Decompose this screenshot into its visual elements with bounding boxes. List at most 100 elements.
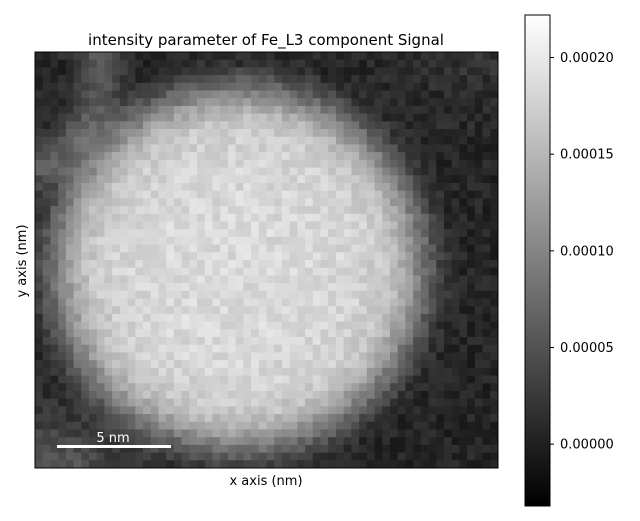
heatmap-cell — [58, 406, 67, 415]
heatmap-cell — [173, 460, 182, 469]
heatmap-cell — [220, 190, 229, 199]
heatmap-cell — [89, 236, 98, 245]
heatmap-cell — [459, 329, 468, 338]
heatmap-cell — [343, 283, 352, 292]
heatmap-cell — [351, 82, 360, 91]
heatmap-cell — [405, 444, 414, 453]
heatmap-cell — [135, 429, 144, 438]
heatmap-cell — [289, 452, 298, 461]
heatmap-cell — [73, 159, 82, 168]
heatmap-cell — [343, 136, 352, 145]
heatmap-cell — [65, 113, 74, 122]
heatmap-cell — [382, 367, 391, 376]
heatmap-cell — [343, 367, 352, 376]
heatmap-cell — [243, 275, 252, 284]
heatmap-cell — [351, 360, 360, 369]
heatmap-cell — [397, 105, 406, 114]
heatmap-cell — [181, 260, 190, 269]
heatmap-cell — [305, 429, 314, 438]
heatmap-cell — [181, 152, 190, 161]
heatmap-cell — [42, 390, 51, 400]
heatmap-cell — [112, 298, 121, 307]
heatmap-cell — [405, 460, 414, 469]
heatmap-cell — [266, 90, 275, 99]
heatmap-cell — [251, 167, 260, 176]
heatmap-cell — [243, 52, 252, 61]
heatmap-cell — [150, 105, 159, 114]
heatmap-cell — [96, 290, 105, 299]
heatmap-cell — [467, 298, 476, 307]
heatmap-cell — [158, 229, 167, 238]
heatmap-cell — [119, 113, 128, 122]
heatmap-cell — [397, 236, 406, 245]
heatmap-cell — [320, 82, 329, 91]
heatmap-cell — [405, 98, 414, 107]
heatmap-cell — [212, 121, 221, 130]
heatmap-cell — [428, 129, 437, 138]
heatmap-cell — [212, 105, 221, 114]
heatmap-cell — [166, 152, 175, 161]
heatmap-cell — [235, 82, 244, 91]
heatmap-cell — [328, 390, 337, 400]
heatmap-cell — [96, 90, 105, 99]
heatmap-cell — [119, 344, 128, 353]
heatmap-cell — [119, 421, 128, 430]
heatmap-cell — [227, 75, 236, 84]
heatmap-cell — [351, 437, 360, 446]
heatmap-cell — [281, 136, 290, 145]
heatmap-cell — [451, 290, 460, 299]
heatmap-cell — [35, 460, 44, 469]
heatmap-cell — [81, 167, 90, 176]
heatmap-cell — [212, 159, 221, 168]
heatmap-cell — [420, 175, 429, 184]
heatmap-cell — [204, 306, 213, 315]
heatmap-cell — [320, 260, 329, 269]
heatmap-cell — [351, 144, 360, 153]
heatmap-cell — [235, 129, 244, 138]
heatmap-cell — [65, 260, 74, 269]
heatmap-cell — [135, 306, 144, 315]
heatmap-cell — [328, 283, 337, 292]
heatmap-cell — [166, 321, 175, 330]
heatmap-cell — [65, 159, 74, 168]
heatmap-cell — [181, 452, 190, 461]
heatmap-cell — [459, 383, 468, 392]
heatmap-cell — [382, 298, 391, 307]
heatmap-cell — [474, 421, 483, 430]
heatmap-cell — [312, 136, 321, 145]
heatmap-cell — [104, 244, 113, 253]
heatmap-cell — [343, 267, 352, 276]
heatmap-cell — [274, 352, 283, 361]
heatmap-cell — [212, 421, 221, 430]
heatmap-cell — [89, 67, 98, 76]
heatmap-cell — [89, 344, 98, 353]
heatmap-cell — [42, 206, 51, 215]
heatmap-cell — [328, 275, 337, 284]
heatmap-cell — [227, 67, 236, 76]
heatmap-cell — [35, 444, 44, 453]
heatmap-cell — [243, 352, 252, 361]
heatmap-cell — [281, 144, 290, 153]
heatmap-cell — [297, 398, 306, 407]
heatmap-cell — [389, 198, 399, 207]
heatmap-cell — [251, 452, 260, 461]
heatmap-cell — [436, 129, 445, 138]
heatmap-cell — [335, 144, 345, 153]
heatmap-cell — [467, 75, 476, 84]
heatmap-cell — [443, 460, 453, 469]
heatmap-cell — [42, 360, 51, 369]
heatmap-cell — [135, 129, 144, 138]
heatmap-cell — [35, 136, 44, 145]
heatmap-cell — [482, 98, 491, 107]
heatmap-cell — [104, 260, 113, 269]
heatmap-cell — [482, 383, 491, 392]
heatmap-cell — [467, 144, 476, 153]
heatmap-cell — [389, 144, 399, 153]
heatmap-cell — [382, 75, 391, 84]
heatmap-cell — [443, 313, 453, 322]
heatmap-cell — [343, 313, 352, 322]
heatmap-cell — [127, 398, 136, 407]
heatmap-cell — [359, 167, 368, 176]
heatmap-cell — [127, 460, 136, 469]
heatmap-cell — [258, 306, 267, 315]
